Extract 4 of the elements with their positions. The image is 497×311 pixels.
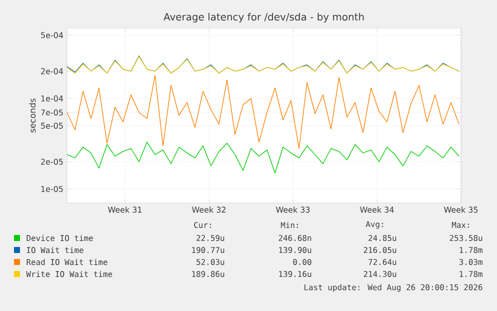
- line-series: [67, 74, 460, 149]
- line-series: [67, 142, 460, 174]
- chart-title: Average latency for /dev/sda - by month: [164, 12, 364, 23]
- y-axis-title: seconds: [29, 98, 36, 132]
